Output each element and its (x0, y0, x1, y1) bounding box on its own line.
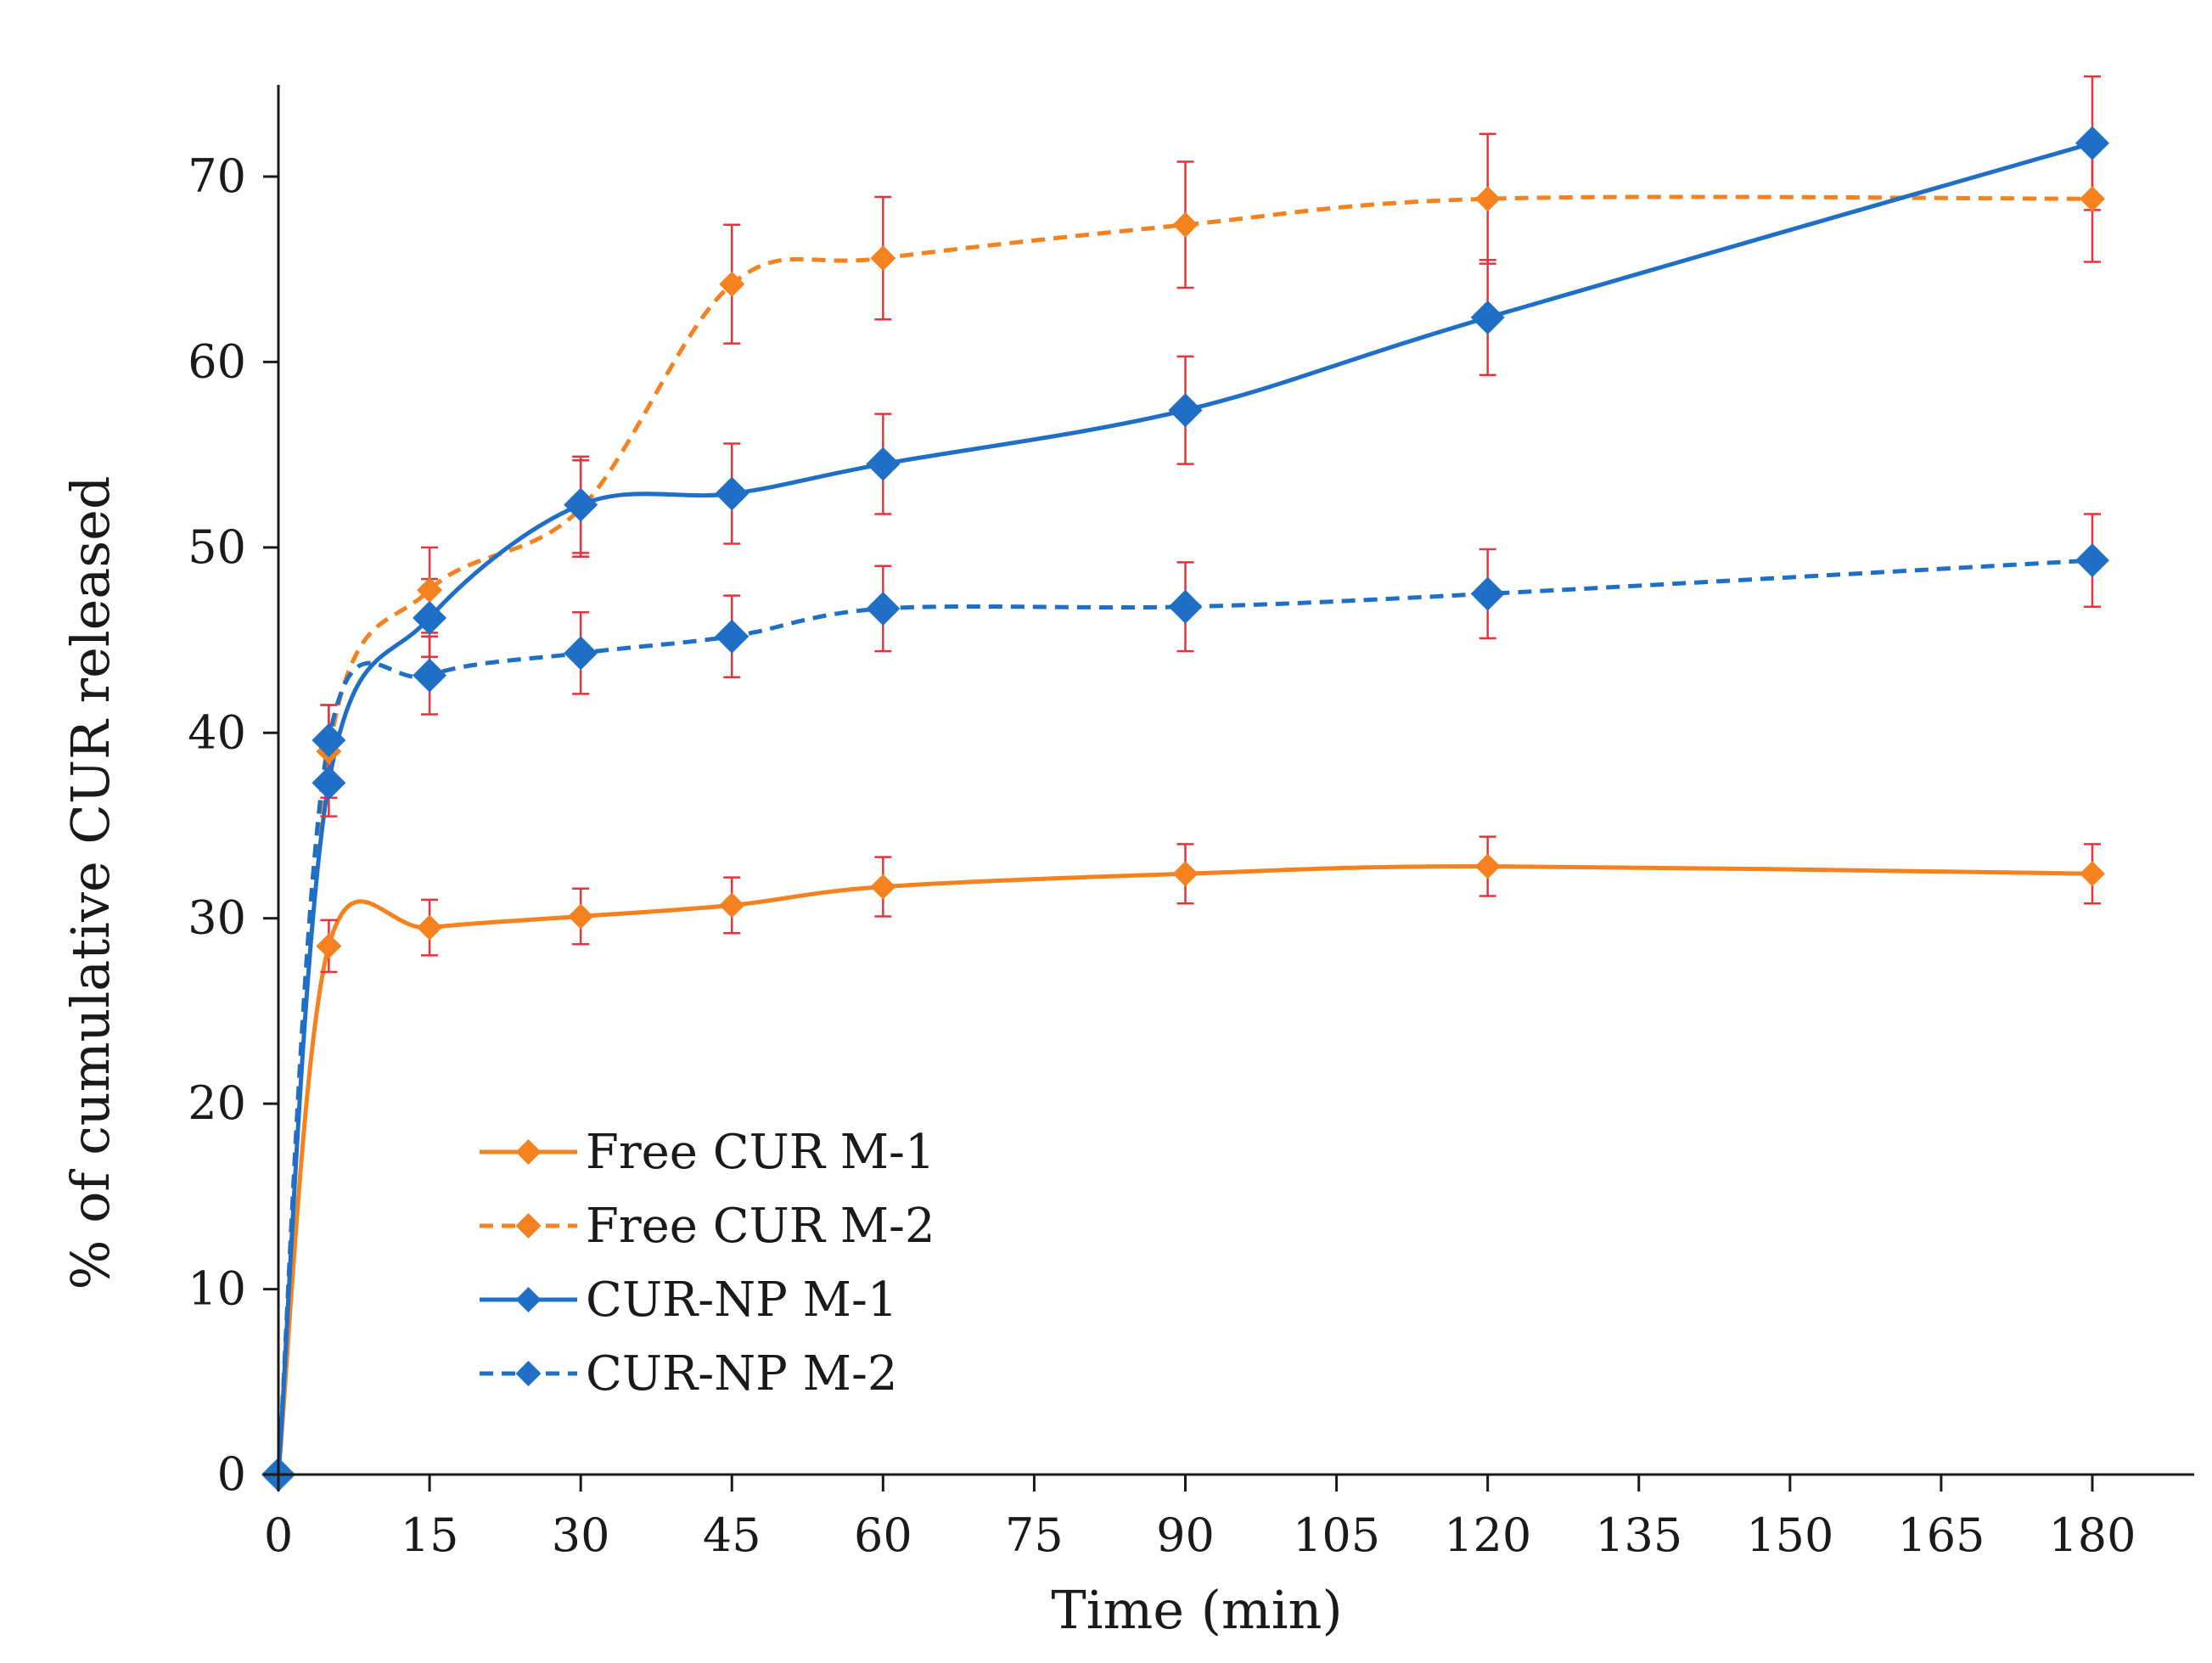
legend-swatch-marker-cur-np-m-2 (515, 1361, 542, 1386)
data-point-cur-np-m-1 (1168, 393, 1203, 428)
y-tick-label: 20 (188, 1076, 246, 1130)
y-tick-label: 60 (188, 334, 246, 388)
x-tick-label: 135 (1595, 1508, 1682, 1562)
data-point-free-cur-m-2 (1474, 186, 1501, 212)
legend-label-cur-np-m-1: CUR-NP M-1 (586, 1273, 898, 1328)
data-point-cur-np-m-2 (715, 619, 749, 654)
x-tick-label: 165 (1897, 1508, 1985, 1562)
data-point-cur-np-m-1 (413, 600, 447, 635)
data-point-free-cur-m-1 (2080, 861, 2105, 887)
data-point-cur-np-m-2 (312, 723, 346, 758)
data-point-free-cur-m-2 (870, 245, 896, 272)
data-point-free-cur-m-1 (719, 892, 745, 919)
data-point-free-cur-m-2 (719, 271, 745, 297)
x-tick-label: 60 (854, 1508, 912, 1562)
data-point-cur-np-m-1 (715, 476, 749, 511)
legend-swatch-marker-free-cur-m-1 (515, 1139, 542, 1165)
x-axis-title: Time (min) (1051, 1579, 1342, 1641)
y-tick-label: 10 (188, 1262, 246, 1316)
data-point-cur-np-m-1 (2075, 126, 2109, 160)
x-tick-label: 150 (1746, 1508, 1833, 1562)
data-point-cur-np-m-1 (564, 487, 598, 522)
x-tick-label: 30 (552, 1508, 610, 1562)
data-point-cur-np-m-2 (564, 636, 598, 671)
data-point-cur-np-m-1 (866, 447, 901, 481)
data-point-cur-np-m-2 (2075, 543, 2109, 578)
legend-swatch-marker-cur-np-m-1 (515, 1287, 542, 1312)
data-point-free-cur-m-1 (1172, 861, 1199, 887)
data-point-cur-np-m-1 (1470, 301, 1505, 335)
data-point-cur-np-m-2 (866, 591, 901, 626)
series-line-cur-np-m-1 (276, 141, 2093, 1475)
data-point-cur-np-m-2 (1470, 576, 1505, 611)
data-point-free-cur-m-2 (1172, 211, 1199, 238)
data-markers (261, 126, 2109, 1492)
data-point-cur-np-m-2 (1168, 589, 1203, 624)
data-point-free-cur-m-1 (417, 914, 443, 941)
data-point-free-cur-m-2 (2080, 186, 2105, 212)
y-tick-label: 50 (188, 520, 246, 574)
axes: 0 10 20 30 40 50 60 70 0 15 30 45 60 75 90 105 120 135 150… (188, 85, 2194, 1562)
legend-label-cur-np-m-2: CUR-NP M-2 (586, 1346, 898, 1402)
legend: Free CUR M-1 Free CUR M-2 CUR-NP M-1 CUR-NP… (480, 1125, 935, 1402)
x-tick-label: 15 (401, 1508, 459, 1562)
x-tick-label: 180 (2048, 1508, 2136, 1562)
legend-label-free-cur-m-1: Free CUR M-1 (586, 1125, 935, 1180)
y-axis-title: % of cumulative CUR released (59, 475, 121, 1289)
series-line-cur-np-m-2 (276, 558, 2093, 1475)
x-tick-label: 105 (1293, 1508, 1380, 1562)
y-tick-label: 70 (188, 149, 246, 203)
x-tick-label: 0 (264, 1508, 293, 1562)
data-point-free-cur-m-1 (316, 933, 342, 959)
legend-label-free-cur-m-2: Free CUR M-2 (586, 1199, 935, 1254)
data-point-free-cur-m-1 (1474, 853, 1501, 879)
legend-swatch-marker-free-cur-m-2 (515, 1213, 542, 1239)
series-line-free-cur-m-1 (276, 864, 2093, 1475)
data-point-free-cur-m-1 (568, 903, 594, 930)
y-tick-label: 30 (188, 891, 246, 945)
y-tick-label: 40 (188, 705, 246, 759)
x-tick-label: 120 (1444, 1508, 1531, 1562)
y-tick-label: 0 (217, 1447, 246, 1501)
x-tick-label: 45 (703, 1508, 761, 1562)
data-point-cur-np-m-1 (312, 766, 346, 801)
data-point-free-cur-m-1 (870, 874, 896, 900)
data-point-free-cur-m-2 (417, 577, 443, 604)
series-lines (276, 141, 2093, 1475)
error-bars (320, 75, 2101, 974)
data-point-cur-np-m-2 (413, 658, 447, 693)
x-tick-label: 90 (1156, 1508, 1215, 1562)
x-tick-label: 75 (1005, 1508, 1064, 1562)
